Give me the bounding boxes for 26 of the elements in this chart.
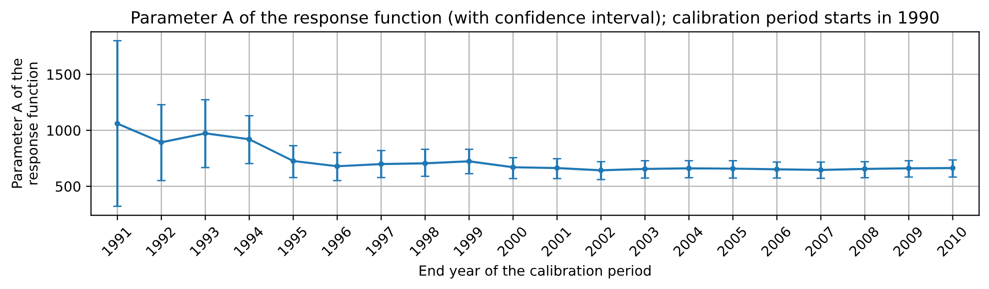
x-axis-title: End year of the calibration period — [420, 265, 650, 279]
y-axis-title: Parameter A of the response function — [11, 58, 40, 188]
point — [598, 168, 604, 174]
point — [202, 130, 208, 136]
point — [774, 166, 780, 172]
y-tick-label: 1500 — [47, 69, 80, 80]
chart-title: Parameter A of the response function (with confidence interval); calibration period starts in 1990 — [132, 10, 939, 27]
point — [554, 165, 560, 171]
point — [818, 167, 824, 173]
point — [422, 160, 428, 166]
point — [510, 164, 516, 170]
point — [158, 140, 164, 146]
point — [862, 166, 868, 172]
y-tick-label: 500 — [56, 181, 80, 192]
point — [642, 166, 648, 172]
point — [906, 166, 912, 172]
point — [686, 166, 692, 172]
point — [730, 166, 736, 172]
point — [334, 163, 340, 170]
point — [378, 161, 384, 167]
point — [466, 158, 472, 164]
y-tick-label: 1000 — [47, 125, 80, 136]
point — [246, 136, 252, 142]
point — [950, 165, 956, 171]
point — [290, 158, 296, 164]
point — [114, 120, 120, 126]
